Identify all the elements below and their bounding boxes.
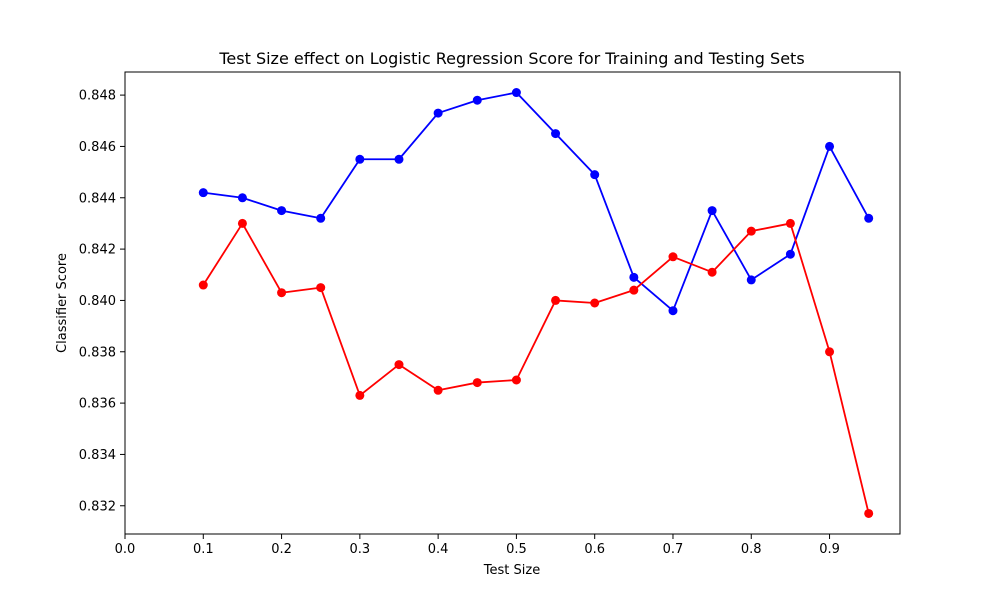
series-2-line [202, 222, 870, 514]
series-2-point [629, 285, 639, 295]
series-1-point [198, 188, 208, 198]
axes-frame [124, 71, 901, 535]
y-tick-label: 0.832 [79, 499, 116, 514]
series-layer [198, 88, 874, 518]
series-2-point [785, 218, 795, 228]
y-tick-label: 0.836 [79, 397, 116, 412]
series-2-point [707, 267, 717, 277]
series-1-point [433, 108, 443, 118]
series-2-point [316, 283, 326, 293]
y-tick-label: 0.842 [79, 243, 116, 258]
series-2-point [551, 295, 561, 305]
series-1-point [785, 249, 795, 259]
series-1-point [277, 206, 287, 216]
series-1-point [355, 154, 365, 164]
y-tick-label: 0.848 [79, 89, 116, 104]
y-axis-ticks: 0.832 0.834 0.836 0.838 0.840 0.842 0.844 0.846… [79, 89, 125, 514]
x-tick-label: 0.3 [350, 542, 371, 557]
series-1-point [237, 193, 247, 203]
series-1-point [316, 213, 326, 223]
series-2-point [825, 347, 835, 357]
series-2-point [237, 218, 247, 228]
x-tick-label: 0.2 [271, 542, 292, 557]
chart-title: Test Size effect on Logistic Regression … [218, 49, 804, 68]
x-tick-label: 0.0 [115, 542, 136, 557]
series-1-line [203, 91, 870, 312]
series-2-point [277, 288, 287, 298]
series-1-point [472, 95, 482, 105]
y-tick-label: 0.840 [79, 294, 116, 309]
x-tick-label: 0.6 [584, 542, 605, 557]
y-tick-label: 0.834 [79, 448, 116, 463]
series-2-point [668, 252, 678, 262]
y-axis-label: Classifier Score [55, 253, 70, 353]
x-tick-label: 0.4 [428, 542, 449, 557]
series-2-point [746, 226, 756, 236]
series-1-point [551, 129, 561, 139]
series-2-point [472, 378, 482, 388]
series-2-point [511, 375, 521, 385]
x-tick-label: 0.5 [506, 542, 527, 557]
y-tick-label: 0.838 [79, 345, 116, 360]
series-1-point [394, 154, 404, 164]
series-1-point [864, 213, 874, 223]
series-1-point [668, 306, 678, 316]
y-tick-label: 0.844 [79, 191, 116, 206]
series-2-point [355, 390, 365, 400]
series-1-point [746, 275, 756, 285]
series-2-point [864, 508, 874, 518]
series-2-point [590, 298, 600, 308]
series-1-point [629, 272, 639, 282]
series-2-point [433, 385, 443, 395]
x-tick-label: 0.1 [193, 542, 214, 557]
x-axis-label: Test Size [483, 563, 540, 578]
x-tick-label: 0.8 [741, 542, 762, 557]
x-tick-label: 0.9 [819, 542, 840, 557]
series-1-point [707, 206, 717, 216]
y-tick-label: 0.846 [79, 140, 116, 155]
series-2-point [394, 360, 404, 370]
x-axis-ticks: 0.0 0.1 0.2 0.3 0.4 0.5 0.6 0.7 0.8 0.9 [115, 534, 840, 557]
series-2-point [198, 280, 208, 290]
series-1-point [511, 88, 521, 98]
x-tick-label: 0.7 [663, 542, 684, 557]
series-1-point [825, 141, 835, 151]
series-1-point [590, 170, 600, 180]
